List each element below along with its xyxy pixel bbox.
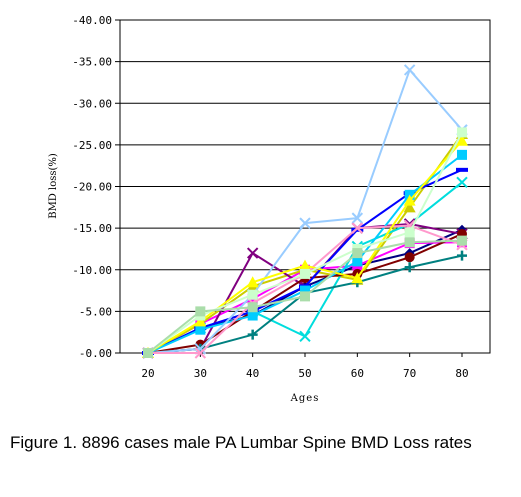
data-point	[300, 268, 310, 279]
data-point	[300, 285, 310, 296]
data-point	[351, 272, 364, 284]
y-axis-title: BMD loss(%)	[48, 153, 59, 219]
data-point	[352, 248, 363, 259]
data-point	[195, 306, 206, 317]
y-tick-label: -25.00	[72, 139, 112, 152]
data-point	[456, 134, 468, 146]
data-point	[404, 262, 415, 273]
data-point	[247, 329, 258, 340]
data-point	[351, 222, 364, 234]
data-point	[352, 256, 363, 267]
x-tick-label: 80	[455, 367, 468, 380]
y-tick-label: -5.00	[79, 305, 112, 318]
data-point	[457, 127, 467, 138]
y-tick-label: -40.00	[72, 14, 112, 27]
data-point	[299, 217, 311, 229]
data-point	[403, 201, 416, 213]
data-point	[404, 227, 415, 238]
data-point	[247, 302, 258, 313]
x-axis-title: Ages	[290, 393, 320, 404]
x-tick-label: 20	[141, 367, 154, 380]
x-tick-label: 70	[403, 367, 416, 380]
x-tick-label: 60	[351, 367, 364, 380]
data-point	[194, 347, 207, 359]
x-axis-ticks: 20 30 40 50 60 70 80	[141, 353, 469, 380]
data-point	[299, 330, 311, 343]
data-point	[404, 252, 415, 263]
data-point	[299, 259, 311, 271]
figure-caption: Figure 1. 8896 cases male PA Lumbar Spin…	[10, 433, 472, 452]
data-point	[194, 315, 207, 327]
x-tick-label: 30	[194, 367, 207, 380]
data-point	[247, 289, 258, 300]
data-point	[403, 64, 416, 76]
y-axis-ticks: -40.00 -35.00 -30.00 -25.00 -20.00 -15.00 -10.…	[72, 14, 120, 360]
data-point	[403, 194, 416, 206]
series-layer	[142, 64, 468, 359]
data-point	[351, 212, 364, 224]
data-point	[457, 149, 467, 160]
data-point	[404, 237, 415, 248]
y-tick-label: -20.00	[72, 181, 112, 194]
series-14	[143, 235, 467, 358]
data-point	[300, 291, 310, 302]
x-tick-label: 40	[246, 367, 259, 380]
data-point	[351, 227, 364, 232]
data-point	[195, 324, 206, 335]
y-tick-label: -35.00	[72, 56, 112, 69]
y-tick-label: -0.00	[79, 347, 112, 360]
data-point	[456, 167, 468, 172]
x-tick-label: 50	[298, 367, 311, 380]
y-tick-label: -15.00	[72, 222, 112, 235]
data-point	[457, 235, 467, 246]
data-point	[457, 250, 467, 261]
data-point	[143, 348, 153, 358]
data-point	[246, 247, 259, 259]
data-point	[456, 176, 468, 189]
y-tick-label: -30.00	[72, 97, 112, 110]
data-point	[246, 276, 259, 288]
y-tick-label: -10.00	[72, 264, 112, 277]
data-point	[247, 310, 258, 321]
chart: -40.00 -35.00 -30.00 -25.00 -20.00 -15.00 -10.…	[48, 14, 491, 404]
